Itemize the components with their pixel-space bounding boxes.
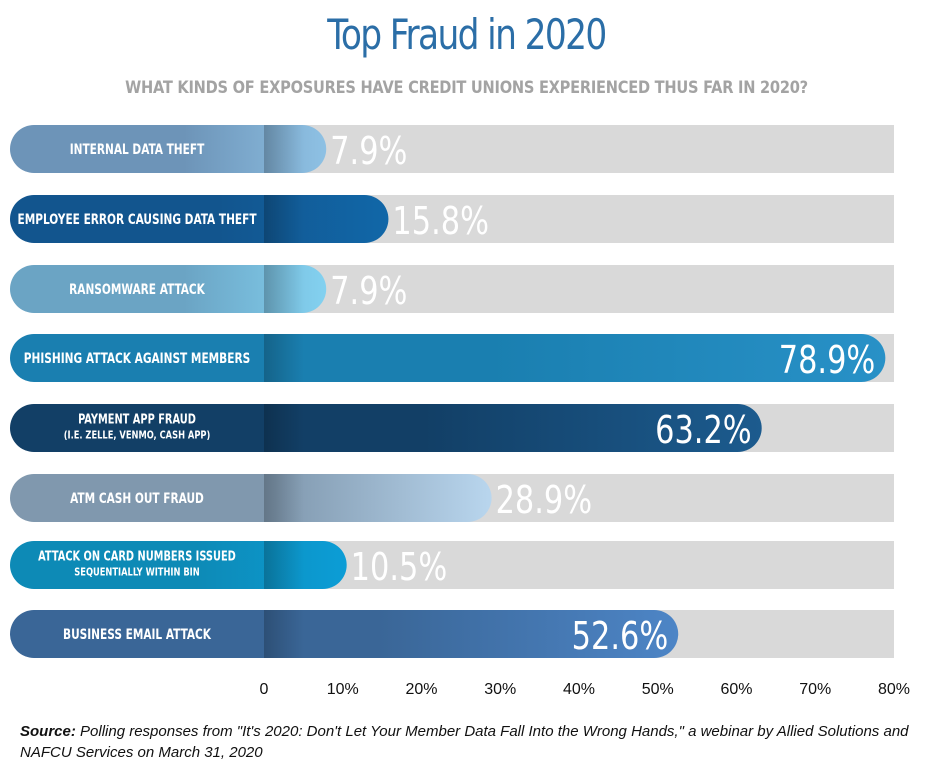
bar-shadow bbox=[264, 125, 304, 173]
x-tick-label: 50% bbox=[642, 681, 674, 698]
x-tick-label: 30% bbox=[484, 681, 516, 698]
x-tick-label: 0 bbox=[260, 681, 269, 698]
data-label: 7.9% bbox=[330, 130, 407, 174]
data-label: 28.9% bbox=[496, 479, 593, 523]
bar bbox=[10, 125, 327, 173]
data-label: 63.2% bbox=[655, 409, 752, 453]
x-tick-label: 20% bbox=[405, 681, 437, 698]
bar-row: BUSINESS EMAIL ATTACK 52.6% bbox=[10, 610, 894, 659]
bar-shadow bbox=[264, 195, 304, 243]
x-tick-label: 80% bbox=[878, 681, 910, 698]
category-label: PAYMENT APP FRAUD (I.E. ZELLE, VENMO, CAS… bbox=[64, 412, 211, 442]
bar-row: EMPLOYEE ERROR CAUSING DATA THEFT 15.8% bbox=[10, 195, 894, 244]
bar-shadow bbox=[264, 334, 304, 382]
bar-row: PAYMENT APP FRAUD (I.E. ZELLE, VENMO, CAS… bbox=[10, 404, 894, 453]
source-text: Polling responses from "It's 2020: Don't… bbox=[20, 723, 909, 761]
data-label: 10.5% bbox=[351, 546, 448, 590]
category-label: BUSINESS EMAIL ATTACK bbox=[63, 627, 212, 643]
data-label: 7.9% bbox=[330, 270, 407, 314]
bar-track bbox=[264, 541, 894, 589]
x-tick-label: 10% bbox=[327, 681, 359, 698]
bar bbox=[10, 541, 347, 589]
bar-row: RANSOMWARE ATTACK 7.9% bbox=[10, 265, 894, 314]
bar-row: INTERNAL DATA THEFT 7.9% bbox=[10, 125, 894, 174]
data-label: 78.9% bbox=[779, 339, 876, 383]
category-label: PHISHING ATTACK AGAINST MEMBERS bbox=[24, 351, 250, 367]
source-label: Source: bbox=[20, 723, 76, 740]
bar bbox=[10, 474, 492, 522]
bar-shadow bbox=[264, 610, 304, 658]
bar-shadow bbox=[264, 265, 304, 313]
bar-track bbox=[264, 125, 894, 173]
bar-shadow bbox=[264, 474, 304, 522]
data-label: 15.8% bbox=[392, 200, 489, 244]
category-label: RANSOMWARE ATTACK bbox=[69, 282, 206, 298]
bar bbox=[10, 610, 679, 658]
chart-subtitle: WHAT KINDS OF EXPOSURES HAVE CREDIT UNIO… bbox=[125, 78, 808, 98]
source-note: Source: Polling responses from "It's 202… bbox=[20, 721, 920, 763]
bar-chart: INTERNAL DATA THEFT 7.9% EMPLOYEE ERROR CA… bbox=[10, 125, 910, 698]
bar-track bbox=[264, 265, 894, 313]
bar bbox=[10, 265, 327, 313]
category-label: ATTACK ON CARD NUMBERS ISSUED SEQUENTIALL… bbox=[38, 549, 236, 579]
bar-row: ATTACK ON CARD NUMBERS ISSUED SEQUENTIALL… bbox=[10, 541, 894, 590]
x-tick-label: 60% bbox=[720, 681, 752, 698]
bar bbox=[10, 334, 886, 382]
data-label: 52.6% bbox=[572, 615, 669, 659]
x-tick-label: 70% bbox=[799, 681, 831, 698]
bar bbox=[10, 404, 762, 452]
x-tick-label: 40% bbox=[563, 681, 595, 698]
bar-shadow bbox=[264, 541, 304, 589]
category-label: INTERNAL DATA THEFT bbox=[70, 142, 205, 158]
category-label: EMPLOYEE ERROR CAUSING DATA THEFT bbox=[17, 212, 256, 228]
category-label: ATM CASH OUT FRAUD bbox=[70, 491, 204, 507]
bar-shadow bbox=[264, 404, 304, 452]
bar-row: PHISHING ATTACK AGAINST MEMBERS 78.9% bbox=[10, 334, 894, 383]
bar-row: ATM CASH OUT FRAUD 28.9% bbox=[10, 474, 894, 523]
chart-title: Top Fraud in 2020 bbox=[327, 10, 607, 59]
